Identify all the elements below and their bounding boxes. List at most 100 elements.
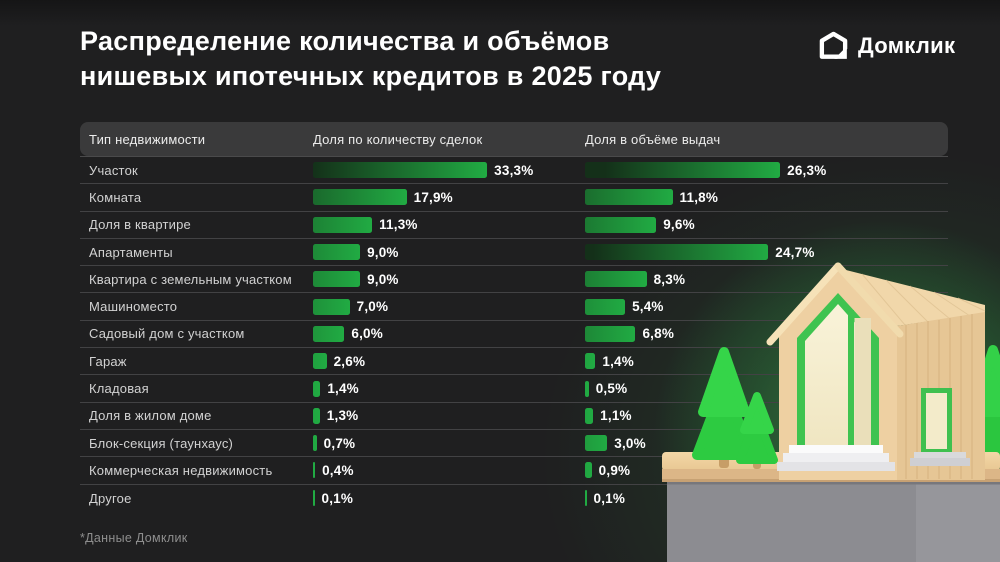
count-cell: 17,9% <box>313 189 585 206</box>
header-volume-share: Доля в объёме выдач <box>585 131 721 147</box>
row-label: Участок <box>89 162 138 178</box>
count-bar <box>313 462 316 479</box>
volume-bar <box>585 216 657 233</box>
count-bar <box>313 380 321 397</box>
volume-bar <box>585 490 587 507</box>
volume-cell: 24,7% <box>585 244 948 261</box>
table-row: Машиноместо 7,0% 5,4% <box>80 293 948 321</box>
title-line-2: нишевых ипотечных кредитов в 2025 году <box>80 60 662 91</box>
row-label: Гараж <box>89 353 127 369</box>
tree-right <box>961 345 1000 463</box>
volume-cell: 0,1% <box>585 490 948 507</box>
header-deal-count-share: Доля по количеству сделок <box>313 131 483 147</box>
volume-bar <box>585 380 589 397</box>
volume-cell: 3,0% <box>585 435 948 452</box>
count-cell: 6,0% <box>313 325 585 342</box>
volume-cell: 26,3% <box>585 162 948 179</box>
count-value: 9,0% <box>367 271 399 287</box>
mortgage-table: Тип недвижимости Доля по количеству сдел… <box>80 122 948 512</box>
volume-cell: 8,3% <box>585 271 948 288</box>
count-value: 2,6% <box>333 353 366 369</box>
table-header-row: Тип недвижимости Доля по количеству сдел… <box>80 122 948 156</box>
row-label: Садовый дом с участком <box>89 326 245 342</box>
table-row: Квартира с земельным участком 9,0% 8,3% <box>80 266 948 294</box>
domclick-logo: Домклик <box>818 30 955 61</box>
house-logo-icon <box>818 30 849 61</box>
count-value: 1,3% <box>326 408 359 424</box>
row-label: Доля в жилом доме <box>89 408 212 424</box>
volume-cell: 1,1% <box>585 407 948 424</box>
row-label: Комната <box>89 189 142 205</box>
count-cell: 0,7% <box>313 435 585 452</box>
table-row: Коммерческая недвижимость 0,4% 0,9% <box>80 457 948 485</box>
page-title: Распределение количества и объёмов нишев… <box>80 24 661 93</box>
count-bar <box>313 298 350 315</box>
count-value: 1,4% <box>327 381 359 397</box>
volume-bar <box>585 462 592 479</box>
volume-value: 11,8% <box>679 189 719 205</box>
row-label: Апартаменты <box>89 244 173 260</box>
count-bar <box>313 407 320 424</box>
count-cell: 33,3% <box>313 162 585 179</box>
volume-value: 3,0% <box>614 435 646 451</box>
row-label: Блок-секция (таунхаус) <box>89 435 234 451</box>
volume-bar <box>585 162 781 179</box>
volume-cell: 9,6% <box>585 216 948 233</box>
count-cell: 9,0% <box>313 244 585 261</box>
volume-cell: 0,9% <box>585 462 948 479</box>
volume-value: 24,7% <box>775 244 815 260</box>
volume-bar <box>585 435 608 452</box>
table-row: Другое 0,1% 0,1% <box>80 485 948 512</box>
count-cell: 1,3% <box>313 407 585 424</box>
volume-bar <box>585 244 769 261</box>
count-bar <box>313 435 317 452</box>
data-source-note: *Данные Домклик <box>80 531 188 545</box>
top-shade <box>0 0 1000 26</box>
table-row: Блок-секция (таунхаус) 0,7% 3,0% <box>80 430 948 458</box>
volume-value: 0,9% <box>598 462 631 478</box>
table-row: Участок 33,3% 26,3% <box>80 157 948 185</box>
volume-bar <box>585 353 596 370</box>
row-label: Коммерческая недвижимость <box>89 462 273 478</box>
count-bar <box>313 162 488 179</box>
table-rows: Участок 33,3% 26,3% Комната 17,9% 11,8% … <box>80 156 948 512</box>
volume-bar <box>585 271 647 288</box>
volume-value: 9,6% <box>663 217 695 233</box>
volume-bar <box>585 325 636 342</box>
volume-cell: 6,8% <box>585 325 948 342</box>
count-value: 11,3% <box>379 217 418 233</box>
count-cell: 7,0% <box>313 298 585 315</box>
row-label: Доля в квартире <box>89 217 191 233</box>
count-value: 7,0% <box>356 299 389 315</box>
count-value: 17,9% <box>413 189 453 205</box>
volume-bar <box>585 298 626 315</box>
count-bar <box>313 216 373 233</box>
table-row: Садовый дом с участком 6,0% 6,8% <box>80 321 948 349</box>
count-bar <box>313 353 327 370</box>
table-row: Доля в квартире 11,3% 9,6% <box>80 212 948 239</box>
count-cell: 11,3% <box>313 216 585 233</box>
volume-bar <box>585 189 673 206</box>
row-label: Другое <box>89 490 132 506</box>
volume-cell: 1,4% <box>585 353 948 370</box>
row-label: Квартира с земельным участком <box>89 271 292 287</box>
count-cell: 0,4% <box>313 462 585 479</box>
volume-cell: 11,8% <box>585 189 948 206</box>
volume-cell: 5,4% <box>585 298 948 315</box>
count-cell: 9,0% <box>313 271 585 288</box>
table-row: Доля в жилом доме 1,3% 1,1% <box>80 403 948 430</box>
count-value: 0,4% <box>322 462 354 478</box>
count-bar <box>313 271 361 288</box>
volume-value: 0,5% <box>595 381 628 397</box>
row-label: Машиноместо <box>89 299 178 315</box>
count-cell: 2,6% <box>313 353 585 370</box>
table-row: Комната 17,9% 11,8% <box>80 184 948 212</box>
count-bar <box>313 325 345 342</box>
count-value: 0,1% <box>321 490 354 506</box>
count-cell: 0,1% <box>313 490 585 507</box>
volume-value: 0,1% <box>593 490 626 506</box>
volume-value: 1,4% <box>602 353 634 369</box>
count-bar <box>313 490 315 507</box>
count-value: 0,7% <box>323 435 356 451</box>
